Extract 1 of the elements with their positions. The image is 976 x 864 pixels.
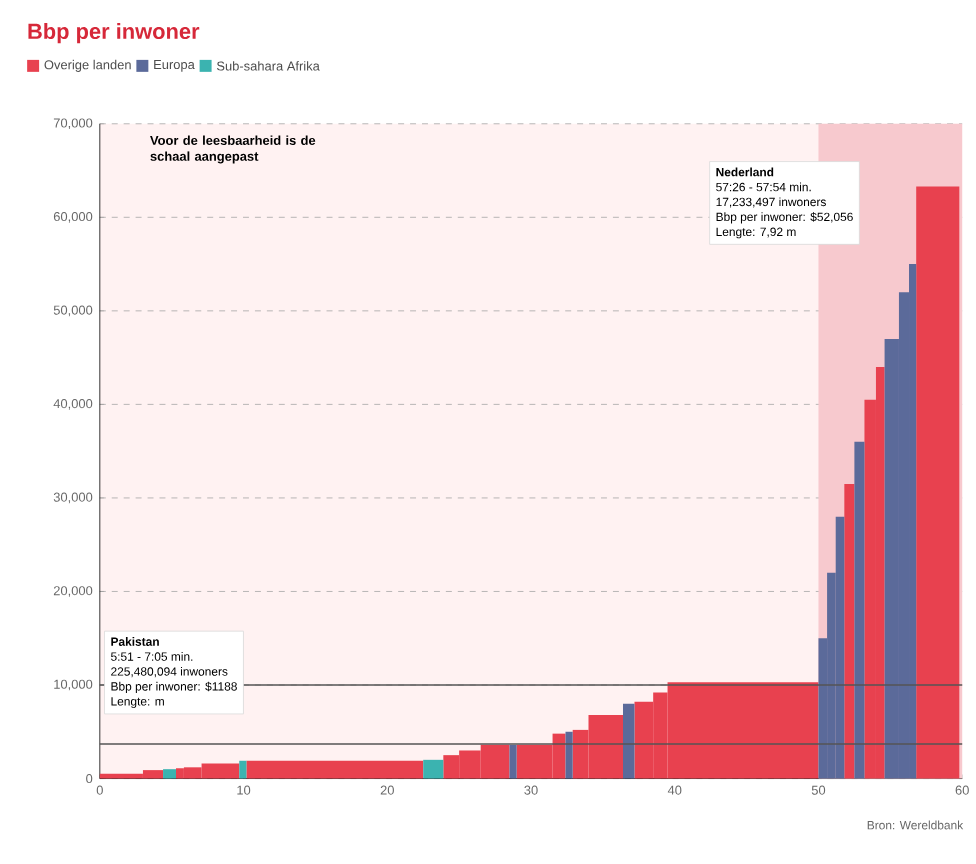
chart-title: Bbp per inwoner xyxy=(28,22,200,44)
